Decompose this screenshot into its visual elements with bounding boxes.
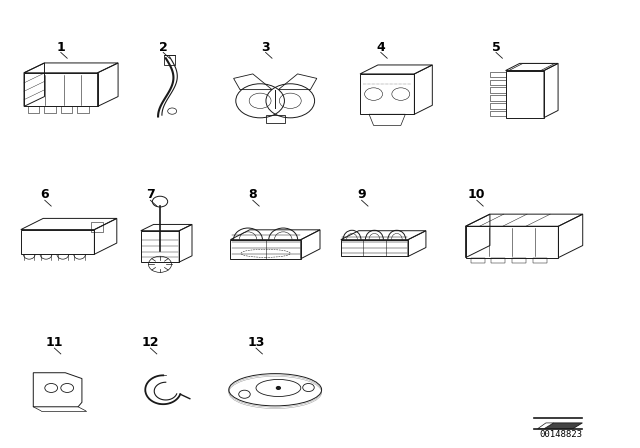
Text: 10: 10 — [468, 188, 486, 202]
Text: 13: 13 — [247, 336, 265, 349]
Text: 1: 1 — [56, 40, 65, 54]
Circle shape — [276, 387, 280, 389]
Bar — [164, 55, 175, 65]
Text: 7: 7 — [146, 188, 155, 202]
Bar — [532, 258, 547, 263]
Text: 4: 4 — [376, 40, 385, 54]
Bar — [471, 258, 485, 263]
Text: 11: 11 — [45, 336, 63, 349]
Bar — [44, 106, 56, 112]
Text: 2: 2 — [159, 40, 168, 54]
Text: 12: 12 — [141, 336, 159, 349]
Text: 00148823: 00148823 — [540, 430, 583, 439]
Bar — [28, 106, 40, 112]
Bar — [512, 258, 526, 263]
Text: 8: 8 — [248, 188, 257, 202]
Bar — [61, 106, 72, 112]
Bar — [266, 115, 285, 123]
Text: 6: 6 — [40, 188, 49, 202]
Polygon shape — [538, 423, 554, 429]
Text: 5: 5 — [492, 40, 500, 54]
Bar — [77, 106, 89, 112]
Text: 9: 9 — [357, 188, 366, 202]
Bar — [492, 258, 506, 263]
Text: 3: 3 — [261, 40, 270, 54]
Bar — [91, 222, 102, 232]
Polygon shape — [544, 423, 582, 429]
